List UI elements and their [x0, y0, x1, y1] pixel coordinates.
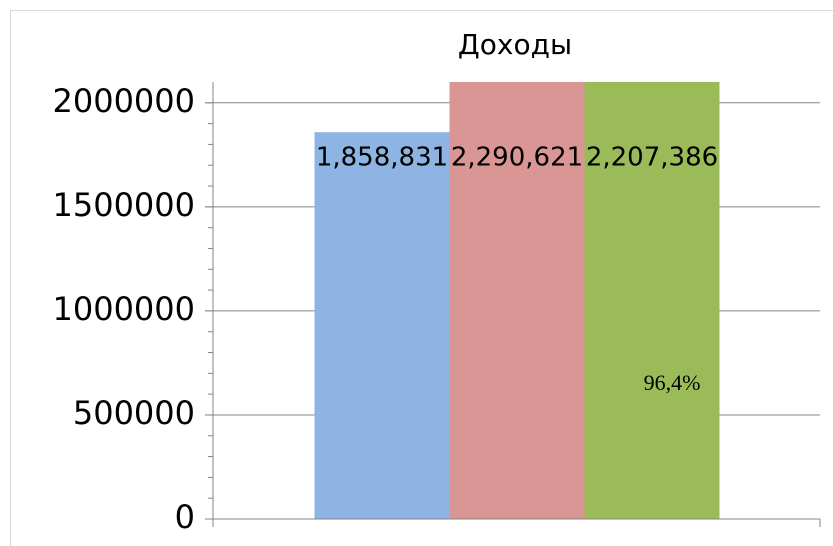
y-tick-label: 0: [175, 498, 195, 536]
annotation: 96,4%: [644, 370, 701, 395]
value-label: 2,207,386: [586, 143, 718, 173]
bar: [584, 82, 720, 519]
y-tick-label: 1000000: [52, 290, 195, 328]
y-tick-label: 500000: [73, 394, 195, 432]
chart-title: Доходы: [458, 28, 572, 61]
bars: [314, 82, 720, 519]
value-label: 2,290,621: [451, 143, 583, 173]
bar: [314, 132, 450, 519]
bar: [449, 82, 585, 519]
y-tick-label: 2000000: [52, 82, 195, 120]
value-label: 1,858,831: [316, 143, 448, 173]
y-tick-label: 1500000: [52, 186, 195, 224]
